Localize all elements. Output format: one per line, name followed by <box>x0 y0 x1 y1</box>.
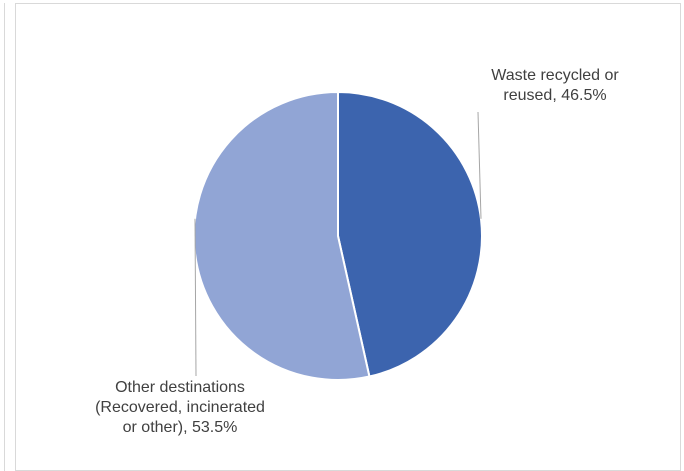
leader-line-other-destinations <box>194 218 197 377</box>
adjacent-panel-edge <box>0 3 5 471</box>
data-label-line: Waste recycled or <box>491 67 619 84</box>
data-label-line: (Recovered, incinerated <box>95 399 265 416</box>
data-label-line: or other), 53.5% <box>122 419 238 436</box>
data-label-line: Other destinations <box>115 379 245 396</box>
pie-slice-waste-recycled[interactable] <box>337 90 483 378</box>
data-label-other-destinations: Other destinations (Recovered, incinerat… <box>70 378 290 438</box>
leader-line-waste-recycled <box>477 111 482 219</box>
data-label-line: reused, 46.5% <box>503 87 607 104</box>
data-label-waste-recycled: Waste recycled or reused, 46.5% <box>450 66 660 106</box>
